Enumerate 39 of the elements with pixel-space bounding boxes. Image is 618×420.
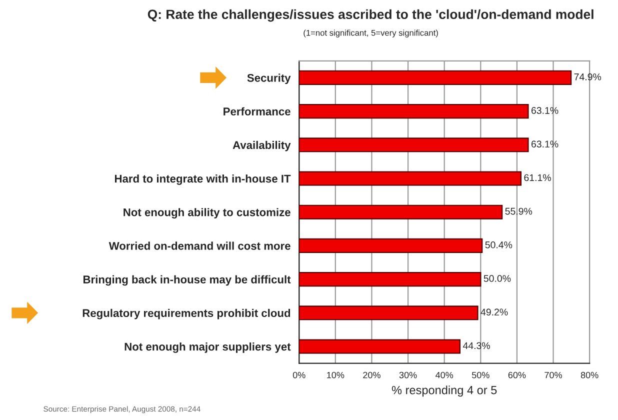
data-label: 44.3%: [462, 342, 490, 350]
bar: [299, 306, 478, 320]
bar: [299, 238, 483, 253]
y-tick-label: Availability: [232, 140, 291, 152]
x-tick-label: 50%: [472, 372, 490, 378]
x-tick-label: 20%: [363, 372, 380, 378]
y-tick-label: Regulatory requirements prohibit cloud: [82, 308, 290, 320]
data-label: 49.2%: [480, 308, 508, 316]
y-tick-label: Not enough ability to customize: [124, 208, 290, 218]
chart-subtitle: (1=not significant, 5=very significant): [304, 30, 438, 38]
data-label: 63.1%: [531, 107, 558, 114]
data-label: 50.0%: [484, 275, 511, 282]
bar: [299, 272, 482, 287]
y-tick-label: Worried on-demand will cost more: [108, 242, 290, 250]
data-label: 74.9%: [574, 73, 602, 80]
y-tick-label: Security: [247, 74, 291, 84]
data-label: 55.9%: [505, 208, 532, 215]
x-axis-title: % responding 4 or 5: [392, 386, 497, 397]
x-tick-label: 10%: [327, 372, 344, 378]
y-tick-label: Bringing back in-house may be difficult: [83, 275, 291, 286]
bar: [299, 70, 572, 85]
x-tick-label: 30%: [399, 372, 417, 378]
x-tick-label: 0%: [292, 372, 306, 378]
data-label: 50.4%: [485, 241, 512, 248]
bar: [299, 104, 529, 119]
bar: [299, 204, 503, 220]
bar: [299, 171, 522, 186]
data-label: 61.1%: [524, 174, 551, 182]
chart-title: Q: Rate the challenges/issues ascribed to the 'cloud'/on-demand model: [148, 9, 594, 22]
x-tick-label: 80%: [580, 372, 598, 378]
y-tick-label: Performance: [224, 107, 290, 116]
y-tick-label: Not enough major suppliers yet: [124, 342, 291, 353]
y-tick-label: Hard to integrate with in-house IT: [114, 174, 291, 185]
x-tick-label: 70%: [544, 372, 562, 378]
x-tick-label: 60%: [508, 372, 526, 378]
bar: [299, 138, 529, 152]
bar: [299, 339, 461, 354]
data-label: 63.1%: [531, 140, 558, 148]
x-tick-label: 40%: [436, 372, 454, 378]
